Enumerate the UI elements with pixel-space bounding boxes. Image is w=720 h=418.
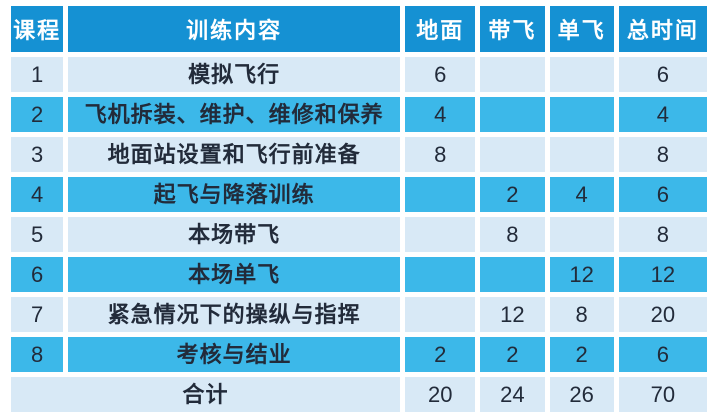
- cell-solo: 8: [549, 297, 614, 332]
- cell-content: 飞机拆装、维护、维修和保养: [68, 97, 401, 132]
- table-row: 3 地面站设置和飞行前准备 8 8: [11, 137, 707, 172]
- cell-solo: [549, 137, 614, 172]
- cell-ground: [405, 177, 476, 212]
- cell-total: 6: [618, 57, 707, 92]
- header-content: 训练内容: [68, 6, 401, 52]
- cell-solo: 4: [549, 177, 614, 212]
- table-row: 5 本场带飞 8 8: [11, 217, 707, 252]
- table-row: 6 本场单飞 12 12: [11, 257, 707, 292]
- cell-content: 紧急情况下的操纵与指挥: [68, 297, 401, 332]
- table-row: 1 模拟飞行 6 6: [11, 57, 707, 92]
- cell-total-label: 合计: [11, 377, 401, 412]
- cell-solo: 12: [549, 257, 614, 292]
- cell-course: 8: [11, 337, 64, 372]
- cell-total: 4: [618, 97, 707, 132]
- cell-total: 12: [618, 257, 707, 292]
- total-row: 合计 20 24 26 70: [11, 377, 707, 412]
- cell-ground: 4: [405, 97, 476, 132]
- cell-course: 5: [11, 217, 64, 252]
- cell-ground: [405, 257, 476, 292]
- cell-solo: [549, 97, 614, 132]
- cell-dual: [480, 257, 545, 292]
- cell-course: 1: [11, 57, 64, 92]
- cell-solo: [549, 57, 614, 92]
- cell-ground: [405, 297, 476, 332]
- cell-course: 3: [11, 137, 64, 172]
- cell-total-ground: 20: [405, 377, 476, 412]
- header-dual: 带飞: [480, 6, 545, 52]
- cell-course: 6: [11, 257, 64, 292]
- cell-solo: 2: [549, 337, 614, 372]
- header-course: 课程: [11, 6, 64, 52]
- cell-total: 6: [618, 177, 707, 212]
- cell-total-solo: 26: [549, 377, 614, 412]
- cell-content: 起飞与降落训练: [68, 177, 401, 212]
- header-solo: 单飞: [549, 6, 614, 52]
- cell-course: 4: [11, 177, 64, 212]
- cell-ground: 6: [405, 57, 476, 92]
- table-row: 8 考核与结业 2 2 2 6: [11, 337, 707, 372]
- table-row: 4 起飞与降落训练 2 4 6: [11, 177, 707, 212]
- table-row: 2 飞机拆装、维护、维修和保养 4 4: [11, 97, 707, 132]
- cell-ground: 8: [405, 137, 476, 172]
- cell-dual: 2: [480, 337, 545, 372]
- header-ground: 地面: [405, 6, 476, 52]
- cell-dual: 8: [480, 217, 545, 252]
- cell-content: 模拟飞行: [68, 57, 401, 92]
- cell-course: 7: [11, 297, 64, 332]
- cell-ground: 2: [405, 337, 476, 372]
- header-total: 总时间: [618, 6, 707, 52]
- cell-total-dual: 24: [480, 377, 545, 412]
- cell-dual: [480, 137, 545, 172]
- cell-dual: [480, 57, 545, 92]
- header-row: 课程 训练内容 地面 带飞 单飞 总时间: [11, 6, 707, 52]
- cell-dual: [480, 97, 545, 132]
- cell-dual: 12: [480, 297, 545, 332]
- cell-total: 8: [618, 137, 707, 172]
- cell-content: 地面站设置和飞行前准备: [68, 137, 401, 172]
- cell-content: 考核与结业: [68, 337, 401, 372]
- cell-total: 6: [618, 337, 707, 372]
- cell-total-sum: 70: [618, 377, 707, 412]
- cell-solo: [549, 217, 614, 252]
- cell-course: 2: [11, 97, 64, 132]
- cell-ground: [405, 217, 476, 252]
- table-row: 7 紧急情况下的操纵与指挥 12 8 20: [11, 297, 707, 332]
- cell-total: 8: [618, 217, 707, 252]
- cell-content: 本场单飞: [68, 257, 401, 292]
- cell-dual: 2: [480, 177, 545, 212]
- cell-content: 本场带飞: [68, 217, 401, 252]
- cell-total: 20: [618, 297, 707, 332]
- training-schedule-table: 课程 训练内容 地面 带飞 单飞 总时间 1 模拟飞行 6 6 2 飞机拆装、维…: [6, 1, 712, 417]
